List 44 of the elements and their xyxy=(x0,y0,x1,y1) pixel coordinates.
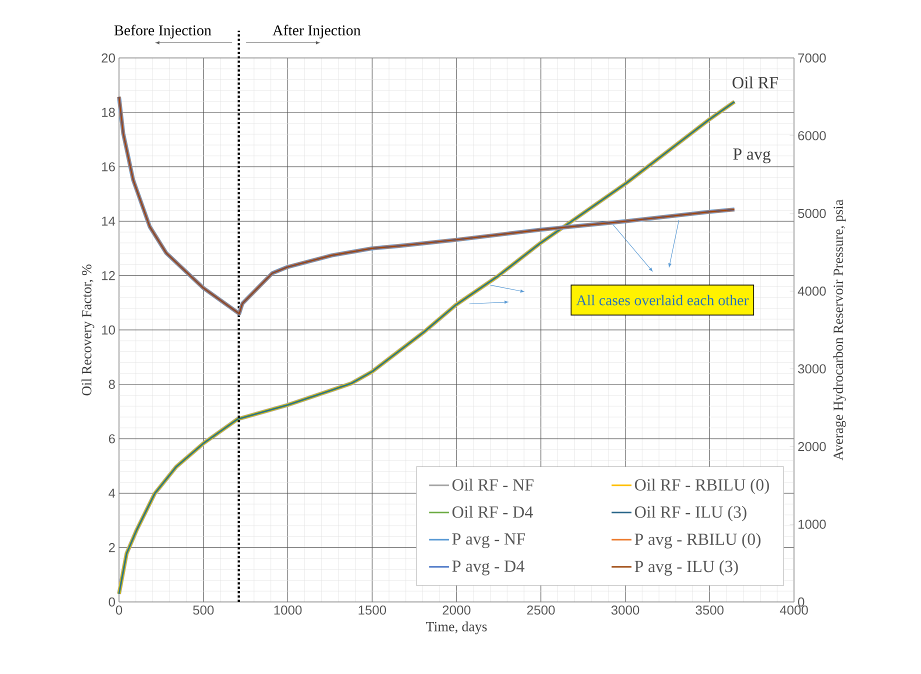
text: After Injection xyxy=(272,24,361,38)
y2-tick-label: 2000 xyxy=(798,442,826,452)
y-tick-label: 8 xyxy=(108,380,115,389)
legend-label: P avg - RBILU (0) xyxy=(634,533,760,548)
legend-label: P avg - NF xyxy=(452,533,525,548)
x-tick-label: 3500 xyxy=(696,606,724,615)
y-tick-label: 4 xyxy=(108,488,116,498)
text: Before Injection xyxy=(114,24,212,38)
y-tick-label: 6 xyxy=(108,434,115,444)
y2-axis-title: Average Hydrocarbon Reservoir Pressure, psia xyxy=(833,200,846,460)
y2-tick-label: 7000 xyxy=(798,53,826,63)
x-tick-label: 0 xyxy=(116,606,122,615)
y-tick-label: 2 xyxy=(108,543,115,552)
x-tick-label: 500 xyxy=(193,606,214,615)
y-tick-label: 10 xyxy=(102,325,115,335)
legend-label: Oil RF - RBILU (0) xyxy=(634,478,769,494)
y2-tick-label: 1000 xyxy=(798,520,826,529)
y-tick-label: 18 xyxy=(102,108,115,117)
legend-label: Oil RF - ILU (3) xyxy=(634,506,746,522)
y2-tick-label: 4000 xyxy=(798,286,826,296)
y2-tick-label: 3000 xyxy=(798,364,826,374)
y-tick-label: 20 xyxy=(102,53,115,63)
legend-label: P avg - D4 xyxy=(452,560,524,576)
x-tick-label: 1000 xyxy=(274,606,302,615)
x-tick-label: 4000 xyxy=(780,606,808,615)
y-tick-label: 16 xyxy=(102,162,115,172)
annotation: Oil RF xyxy=(732,76,778,88)
y-tick-label: 12 xyxy=(102,271,115,280)
y-tick-label: 14 xyxy=(102,216,116,226)
annotation: All cases overlaid each other xyxy=(576,294,749,306)
y-tick-label: 0 xyxy=(108,597,115,607)
legend-label: Oil RF - NF xyxy=(452,478,534,491)
y2-tick-label: 0 xyxy=(798,597,804,607)
legend-label: P avg - ILU (3) xyxy=(634,560,738,576)
x-tick-label: 2500 xyxy=(527,606,555,615)
x-tick-label: 1500 xyxy=(358,606,386,615)
y-axis-title: Oil Recovery Factor, % xyxy=(82,264,94,396)
annotation: P avg xyxy=(733,148,771,164)
x-tick-label: 2000 xyxy=(442,606,470,615)
y2-tick-label: 6000 xyxy=(798,131,826,140)
x-axis-title: Time, days xyxy=(426,622,487,634)
legend-label: Oil RF - D4 xyxy=(452,506,533,518)
y2-tick-label: 5000 xyxy=(798,208,826,218)
x-tick-label: 3000 xyxy=(611,606,640,615)
